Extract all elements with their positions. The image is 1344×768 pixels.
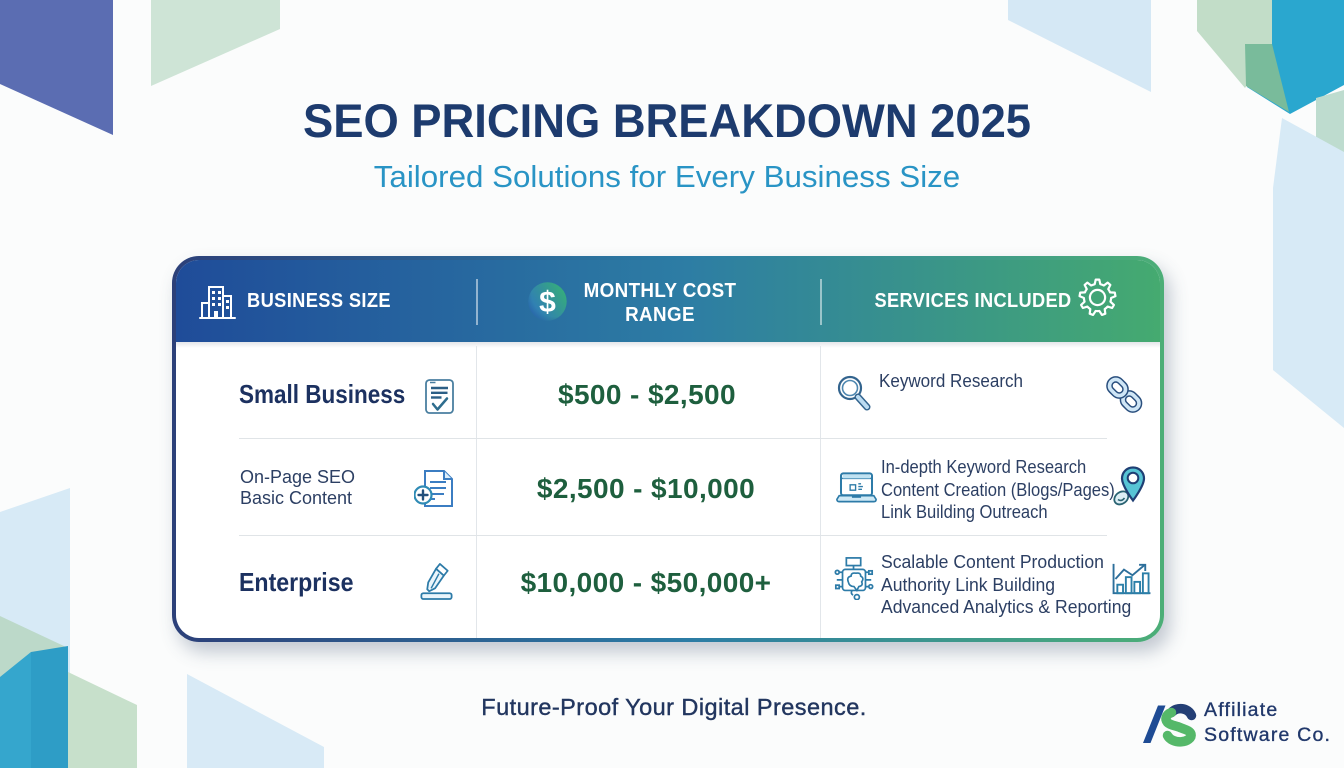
svg-text:$: $	[539, 286, 556, 319]
